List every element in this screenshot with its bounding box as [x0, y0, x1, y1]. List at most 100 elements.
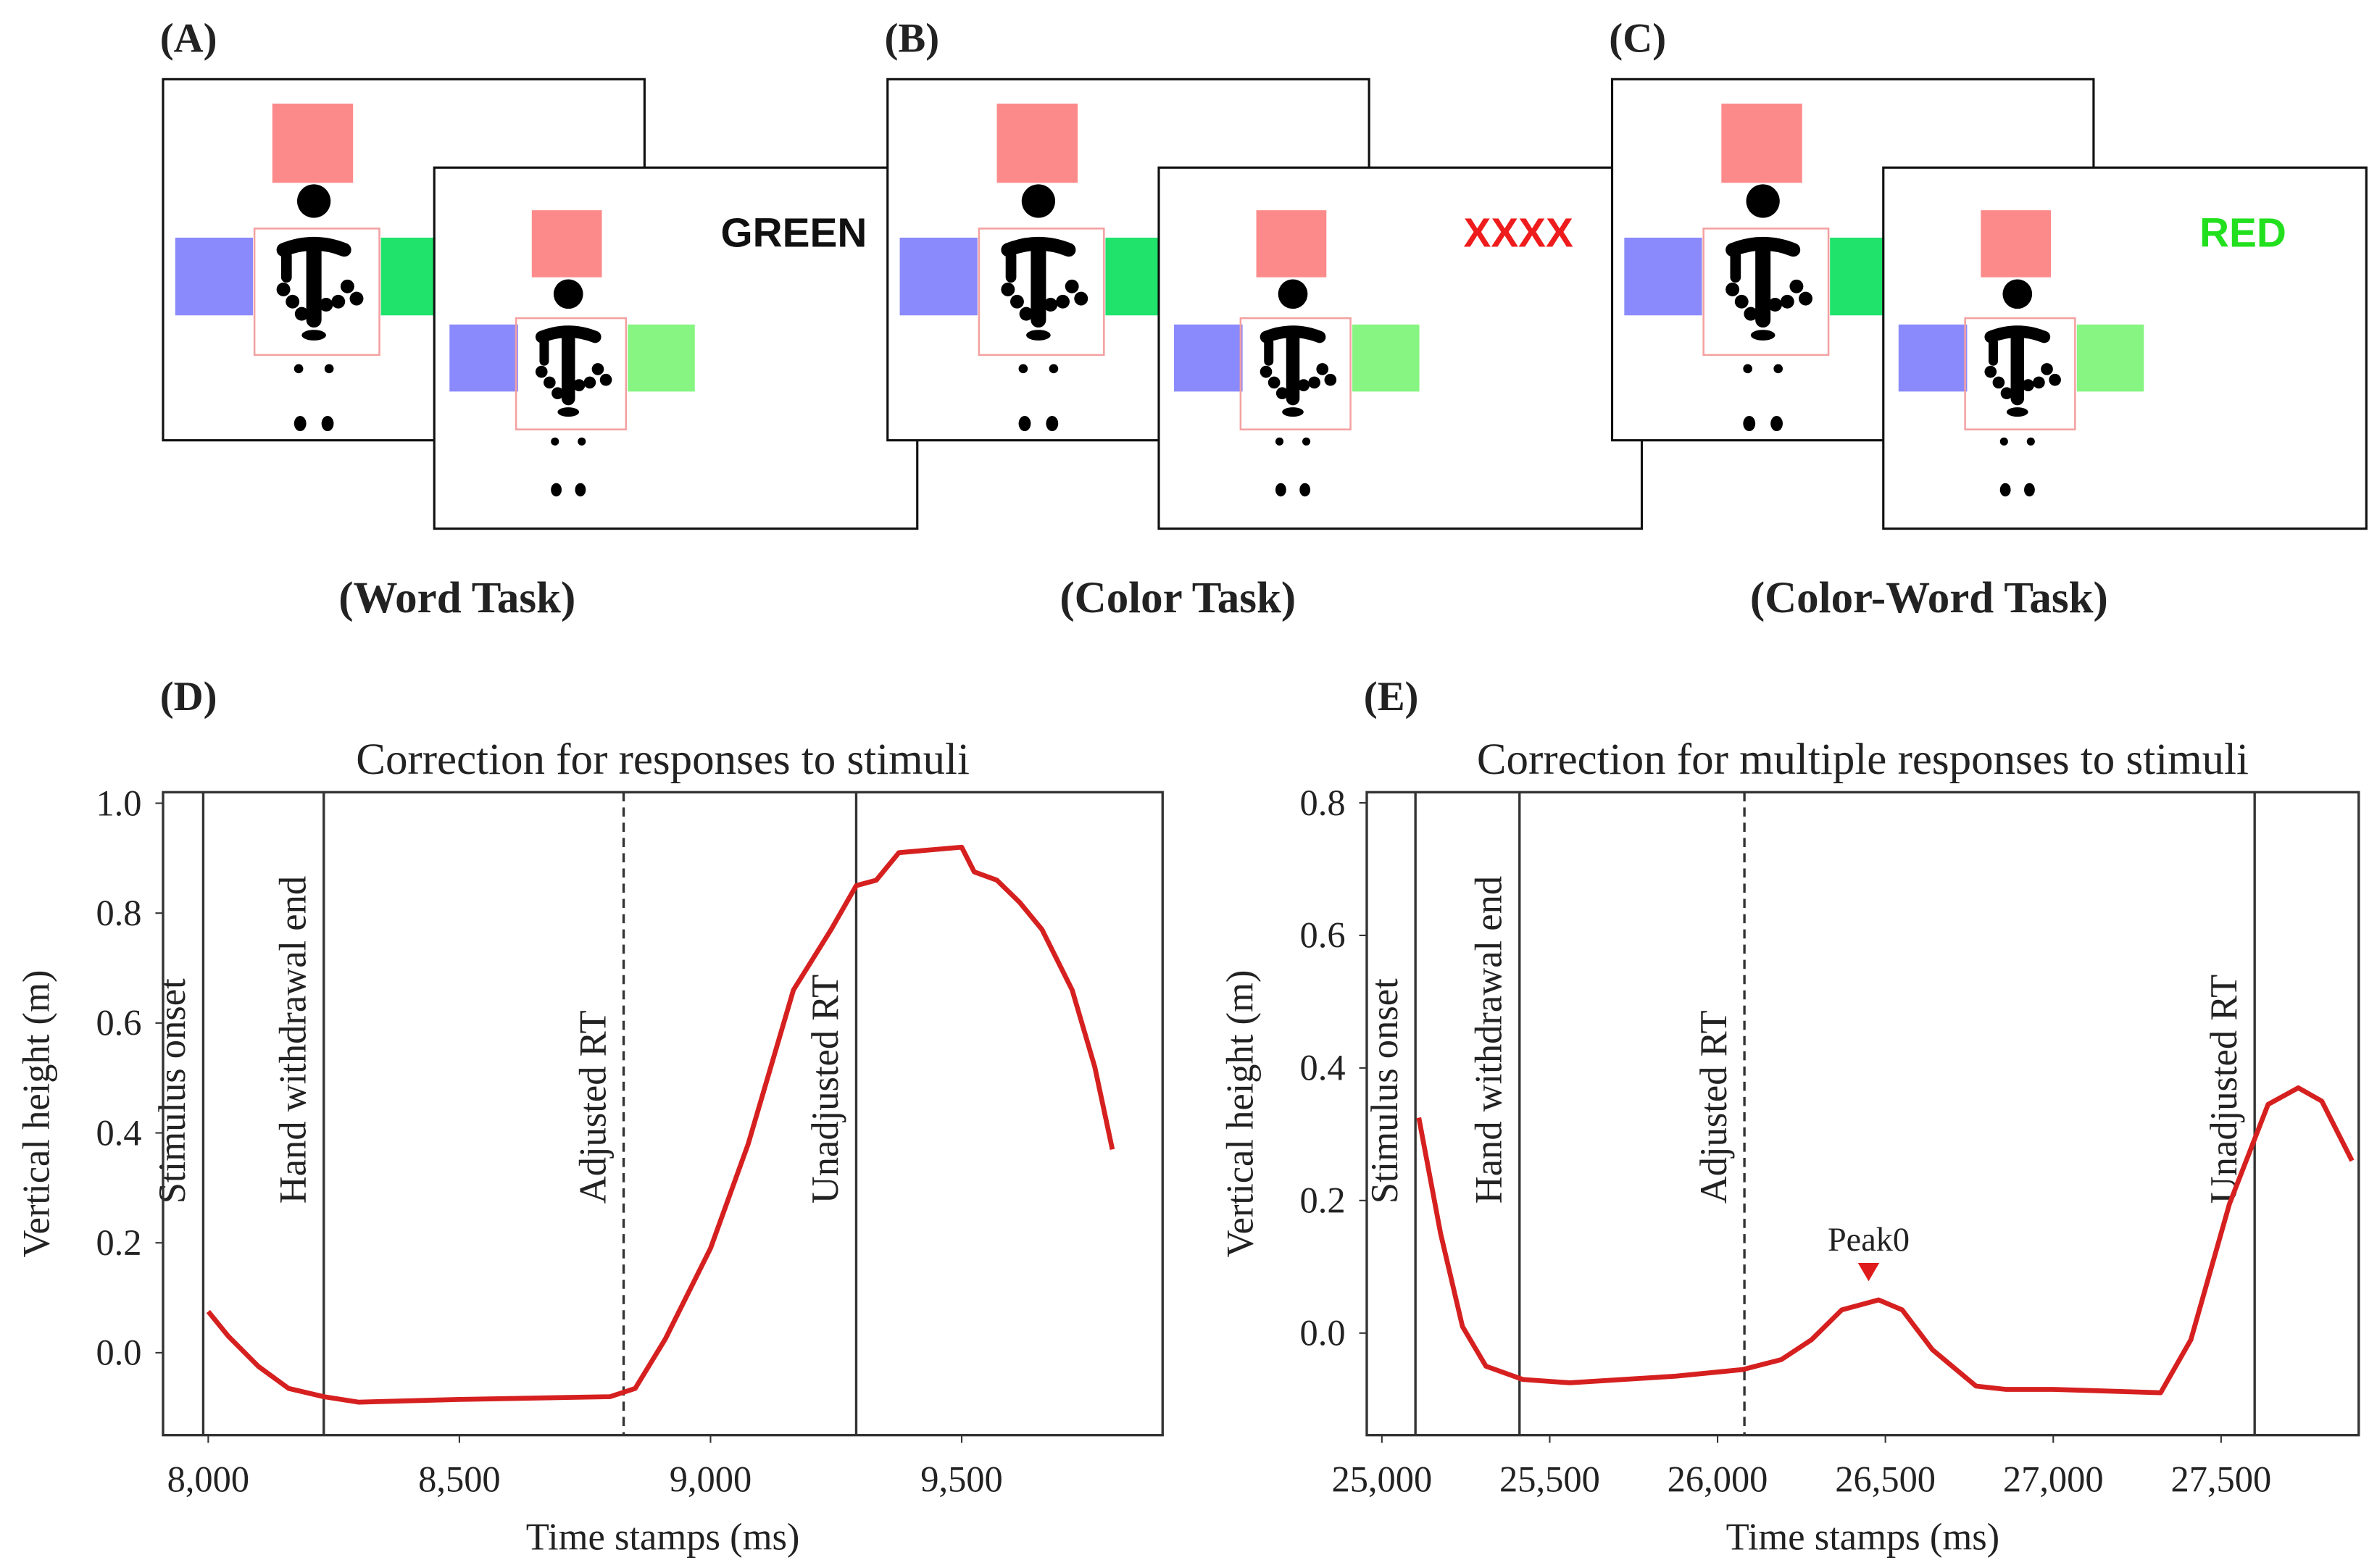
target-green — [2076, 324, 2144, 392]
target-red — [1721, 103, 1802, 183]
target-red — [531, 210, 602, 278]
event-label: Unadjusted RT — [2203, 975, 2245, 1204]
x-tick-label: 27,000 — [2003, 1459, 2104, 1499]
target-red — [1981, 210, 2052, 278]
knee — [1302, 437, 1311, 446]
joint — [535, 365, 548, 378]
y-axis-label: Vertical height (m) — [1219, 970, 1261, 1258]
body-box — [1702, 228, 1830, 356]
target-red — [996, 103, 1078, 183]
joint — [583, 376, 596, 389]
hip — [2006, 407, 2028, 417]
joint — [1044, 298, 1058, 312]
joint — [2049, 373, 2061, 386]
joint — [544, 376, 556, 389]
joint — [1010, 294, 1024, 309]
joint — [1992, 376, 2005, 389]
joint — [349, 291, 364, 306]
joint — [1744, 306, 1758, 321]
x-tick-label: 25,000 — [1331, 1459, 1432, 1499]
y-axis-label: Vertical height (m) — [15, 970, 57, 1258]
knee — [294, 364, 304, 374]
joint — [1065, 279, 1079, 293]
panel-label: (A) — [160, 15, 217, 61]
knee — [578, 437, 586, 446]
axes-frame — [1365, 791, 2360, 1437]
event-label: Stimulus onset — [1364, 978, 1406, 1204]
joint — [276, 283, 291, 296]
joint — [2041, 363, 2053, 375]
x-tick-label: 8,000 — [167, 1459, 250, 1499]
target-blue — [1624, 238, 1702, 316]
foot — [1275, 483, 1286, 497]
knee — [1275, 437, 1284, 446]
stimulus-word: GREEN — [721, 211, 867, 257]
event-label: Stimulus onset — [151, 978, 193, 1204]
joint — [1984, 365, 1997, 378]
joint — [340, 279, 354, 293]
body-box — [515, 317, 628, 430]
x-tick-label: 27,500 — [2170, 1459, 2271, 1499]
foot — [1299, 483, 1311, 497]
annotation: Peak0 — [1828, 1222, 1910, 1259]
panel-label: (E) — [1364, 674, 1419, 720]
joint — [1267, 376, 1281, 389]
body-box — [1964, 317, 2076, 430]
target-green — [1352, 324, 1420, 392]
knee — [1049, 364, 1059, 374]
x-tick-label: 25,500 — [1499, 1459, 1600, 1499]
foot — [1743, 416, 1756, 432]
joint — [599, 373, 612, 386]
task-caption: (Word Task) — [338, 574, 575, 622]
x-axis-label: Time stamps (ms) — [1726, 1516, 2000, 1558]
hip — [301, 330, 326, 341]
y-tick-label: 0.2 — [96, 1222, 141, 1263]
joint — [2033, 376, 2045, 389]
knee — [1743, 364, 1752, 374]
task-caption: (Color-Word Task) — [1750, 574, 2108, 622]
data-line — [206, 844, 1115, 1405]
foot — [575, 483, 586, 497]
target-blue — [175, 238, 254, 316]
joint — [1001, 283, 1015, 296]
joint — [1316, 363, 1329, 375]
panel-label: (C) — [1609, 15, 1666, 61]
body-box — [1239, 317, 1352, 430]
y-tick-label: 0.0 — [1299, 1313, 1345, 1354]
target-green — [1830, 238, 1885, 316]
hip — [1282, 407, 1304, 417]
body-box — [978, 228, 1105, 356]
x-tick-label: 8,500 — [418, 1459, 501, 1499]
head — [1021, 184, 1056, 218]
panel-label: (B) — [885, 15, 940, 61]
stimulus-word: RED — [2199, 211, 2286, 257]
joint — [591, 363, 604, 375]
foot — [1770, 416, 1783, 432]
joint — [1019, 306, 1033, 321]
target-blue — [1898, 324, 1968, 392]
joint — [1308, 376, 1320, 389]
joint — [1734, 294, 1749, 309]
joint — [1056, 294, 1070, 309]
target-red — [272, 103, 354, 183]
head — [1278, 279, 1308, 309]
y-tick-label: 1.0 — [96, 783, 141, 823]
foot — [551, 483, 562, 497]
knee — [551, 437, 559, 446]
chart-title: Correction for multiple responses to sti… — [1477, 735, 2249, 784]
joint — [294, 306, 309, 321]
head — [553, 279, 583, 309]
joint — [331, 294, 346, 309]
foot — [321, 416, 334, 432]
target-green — [1105, 238, 1161, 316]
joint — [1275, 387, 1289, 400]
joint — [1297, 379, 1310, 391]
event-label: Adjusted RT — [572, 1010, 614, 1204]
hip — [557, 407, 580, 417]
stimulus-word: XXXX — [1463, 211, 1573, 257]
y-tick-label: 0.4 — [96, 1112, 141, 1153]
panel-label: (D) — [160, 674, 217, 720]
foot — [1999, 483, 2011, 497]
joint — [1260, 365, 1273, 378]
